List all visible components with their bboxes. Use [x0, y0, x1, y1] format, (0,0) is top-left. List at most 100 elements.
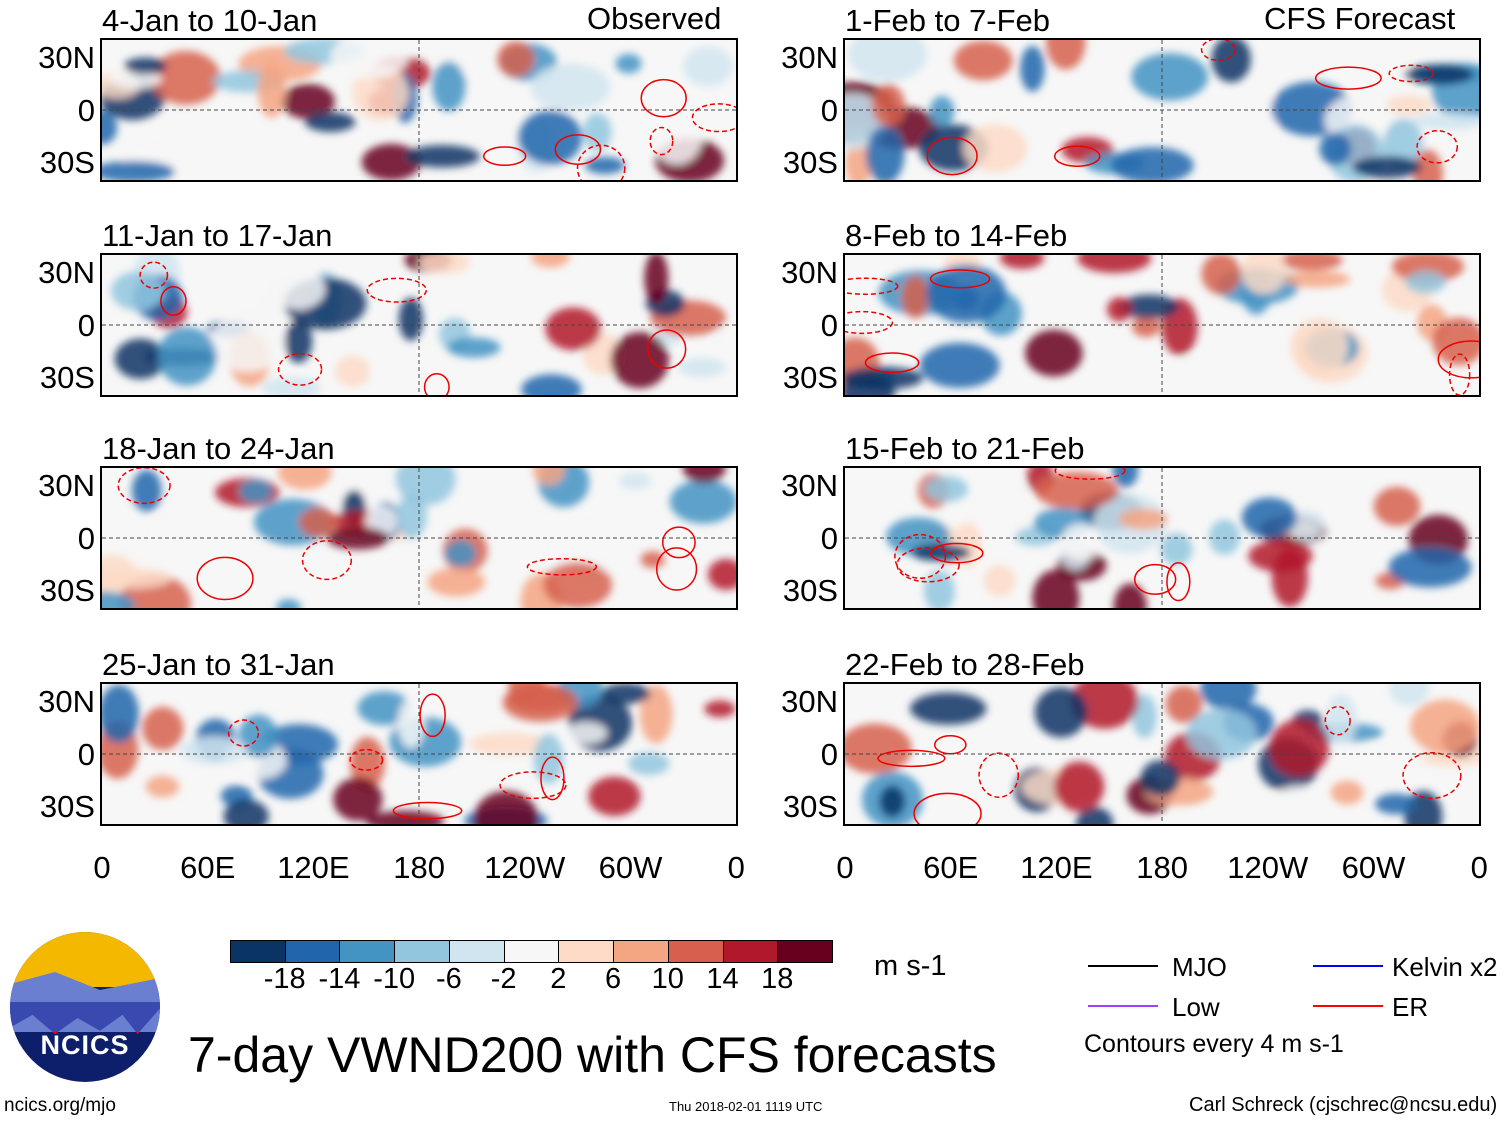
anomaly-blob: [261, 376, 322, 395]
anomaly-blob: [1200, 684, 1257, 711]
colorbar-label: 6: [605, 963, 622, 995]
anomaly-blob: [910, 692, 987, 725]
er-contour: [1324, 705, 1351, 736]
anomaly-blob: [704, 700, 736, 718]
anomaly-blob: [1034, 471, 1118, 510]
anomaly-blob: [677, 357, 727, 378]
anomaly-blob: [1118, 508, 1168, 530]
anomaly-blob: [257, 62, 287, 118]
lat-tick-label: 30S: [782, 789, 838, 824]
anomaly-blob: [1186, 708, 1257, 760]
map-panel: [843, 38, 1481, 182]
lon-tick-label: 60E: [180, 850, 236, 885]
er-contour: [117, 468, 171, 505]
anomaly-blob: [845, 723, 912, 774]
anomaly-blob: [707, 558, 736, 591]
anomaly-blob: [929, 95, 955, 127]
author: Carl Schreck (cjschrec@ncsu.edu): [1189, 1094, 1498, 1116]
anomaly-blob: [304, 112, 356, 132]
anomaly-blob: [1070, 684, 1139, 729]
anomaly-blob: [683, 46, 733, 87]
anomaly-blob: [444, 539, 477, 568]
map-panel: [843, 253, 1481, 397]
map-panel: [100, 682, 738, 826]
er-contour: [419, 693, 446, 738]
anomaly-blob: [640, 551, 666, 569]
er-contour: [1166, 562, 1191, 602]
anomaly-blob: [1076, 806, 1114, 824]
anomaly-blob: [619, 472, 652, 490]
colorbar-label: 18: [761, 963, 794, 995]
colorbar-swatch: [339, 940, 396, 963]
anomaly-blob: [713, 324, 736, 371]
lat-tick-label: 0: [77, 521, 95, 556]
anomaly-blob: [357, 691, 411, 726]
colorbar-swatch: [777, 940, 833, 963]
anomaly-blob: [545, 307, 601, 351]
anomaly-blob: [469, 732, 549, 756]
lat-tick-label: 30S: [39, 789, 95, 824]
anomaly-blob: [397, 698, 425, 749]
er-contour: [1416, 130, 1459, 164]
anomaly-blob: [405, 145, 480, 168]
anomaly-blob: [102, 684, 139, 743]
er-contour: [139, 261, 169, 289]
map-panel: [843, 466, 1481, 610]
anomaly-blob: [583, 113, 612, 152]
anomaly-blob: [418, 255, 471, 274]
anomaly-blob: [584, 156, 625, 175]
legend-low-line: [1088, 1005, 1158, 1007]
anomaly-blob: [1404, 64, 1474, 85]
lon-tick-label: 180: [393, 850, 445, 885]
anomaly-blob: [1432, 317, 1479, 366]
anomaly-blob: [395, 468, 456, 506]
anomaly-blob: [532, 468, 565, 486]
er-contour: [913, 792, 982, 824]
anomaly-blob: [330, 40, 409, 80]
site-link[interactable]: ncics.org/mjo: [4, 1095, 116, 1116]
panel-title: 25-Jan to 31-Jan: [102, 647, 335, 682]
er-contour: [1200, 40, 1236, 61]
er-contour: [845, 310, 894, 335]
er-contour: [1402, 751, 1462, 800]
anomaly-blob: [284, 319, 313, 364]
anomaly-blob: [999, 255, 1045, 269]
lat-tick-label: 30N: [781, 684, 838, 719]
anomaly-blob: [650, 105, 703, 165]
anomaly-blob: [1061, 523, 1101, 561]
map-panel: [100, 38, 738, 182]
anomaly-blob: [1269, 719, 1330, 777]
map-panel: [843, 682, 1481, 826]
anomaly-blob: [601, 684, 651, 705]
legend-mjo-line: [1088, 965, 1158, 967]
anomaly-blob: [427, 567, 486, 597]
anomaly-blob: [639, 684, 673, 744]
anomaly-blob: [926, 264, 1007, 323]
anomaly-blob: [432, 61, 466, 112]
anomaly-blob: [276, 599, 302, 608]
er-contour: [647, 329, 687, 369]
anomaly-blob: [1241, 497, 1298, 538]
anomaly-blob: [1290, 318, 1349, 375]
anomaly-blob: [298, 507, 338, 538]
lat-tick-label: 30S: [782, 360, 838, 395]
er-contour: [576, 144, 626, 180]
lat-tick-label: 30S: [782, 145, 838, 180]
anomaly-blob: [1369, 741, 1430, 762]
er-contour: [894, 533, 947, 580]
contour-note: Contours every 4 m s-1: [1084, 1030, 1344, 1058]
er-contour: [933, 734, 967, 755]
anomaly-blob: [1209, 519, 1240, 555]
colorbar-swatch: [667, 940, 724, 963]
colorbar-swatch: [230, 940, 286, 963]
anomaly-blob: [1243, 90, 1279, 135]
ncics-logo: NCICS: [10, 932, 160, 1082]
observed-header: Observed: [587, 1, 722, 36]
er-contour: [1448, 353, 1471, 395]
anomaly-blob: [157, 327, 217, 386]
anomaly-blob: [610, 332, 669, 389]
lat-tick-label: 30N: [38, 40, 95, 75]
anomaly-blob: [871, 83, 906, 127]
anomaly-blob: [1165, 685, 1203, 723]
